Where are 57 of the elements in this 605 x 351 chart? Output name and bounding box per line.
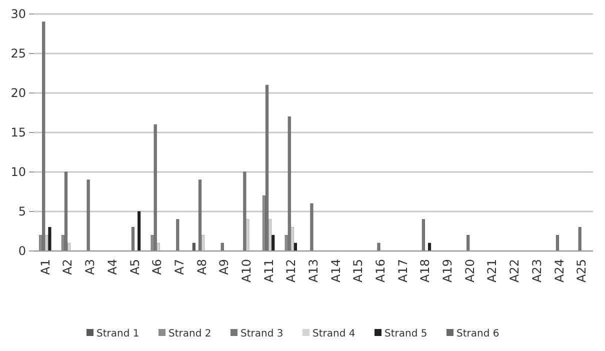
bar <box>138 211 141 252</box>
y-tick-label: 20 <box>10 86 26 100</box>
x-tick-label: A5 <box>128 259 142 275</box>
x-tick-label: A7 <box>172 259 186 275</box>
bar <box>86 180 90 252</box>
bar <box>466 234 470 252</box>
x-tick-label: A2 <box>60 259 75 275</box>
legend-label: Strand 5 <box>384 328 428 340</box>
x-tick-label: A4 <box>105 259 120 275</box>
bar <box>272 234 275 252</box>
x-tick-label: A8 <box>194 259 209 275</box>
x-tick-label: A14 <box>328 259 343 282</box>
y-tick-label: 15 <box>10 126 26 140</box>
x-tick-label: A22 <box>508 259 522 282</box>
bar <box>377 242 380 252</box>
legend-label: Strand 3 <box>240 328 284 340</box>
bar <box>154 124 157 252</box>
x-tick-label: A11 <box>262 259 276 282</box>
y-tick-label: 5 <box>18 204 26 219</box>
x-tick-label: A1 <box>38 259 52 275</box>
bar <box>556 234 560 252</box>
x-tick-label: A12 <box>284 259 298 282</box>
bar <box>131 227 135 252</box>
x-tick-label: A19 <box>440 259 455 282</box>
x-tick-label: A23 <box>530 259 544 282</box>
legend-label: Strand 2 <box>168 328 212 340</box>
y-tick-label: 0 <box>18 244 26 258</box>
x-tick-label: A24 <box>552 259 566 282</box>
x-tick-label: A20 <box>462 259 477 282</box>
x-tick-label: A18 <box>418 259 432 282</box>
bar <box>266 84 269 252</box>
bar <box>310 203 314 252</box>
x-tick-label: A15 <box>351 259 366 282</box>
bar <box>578 227 582 252</box>
x-tick-label: A10 <box>239 259 254 282</box>
y-tick-label: 25 <box>10 46 26 61</box>
bar <box>64 172 68 252</box>
x-tick-label: A13 <box>306 259 320 282</box>
bar <box>243 172 246 252</box>
x-tick-label: A6 <box>150 259 164 275</box>
y-tick-label: 10 <box>10 165 26 180</box>
legend-label: Strand 4 <box>312 328 356 340</box>
x-tick-label: A9 <box>217 259 232 275</box>
bar <box>198 180 202 252</box>
bar <box>288 116 291 252</box>
x-tick-label: A16 <box>374 259 388 282</box>
legend-label: Strand 1 <box>96 328 140 340</box>
y-tick-label: 30 <box>10 7 26 22</box>
bar <box>42 22 46 252</box>
bar <box>176 219 180 252</box>
x-tick-label: A21 <box>485 259 500 282</box>
x-tick-label: A25 <box>574 259 589 282</box>
bar <box>422 219 425 252</box>
x-tick-label: A3 <box>83 259 98 275</box>
legend-label: Strand 6 <box>456 328 500 340</box>
x-tick-label: A17 <box>396 259 410 282</box>
bar <box>48 227 52 252</box>
